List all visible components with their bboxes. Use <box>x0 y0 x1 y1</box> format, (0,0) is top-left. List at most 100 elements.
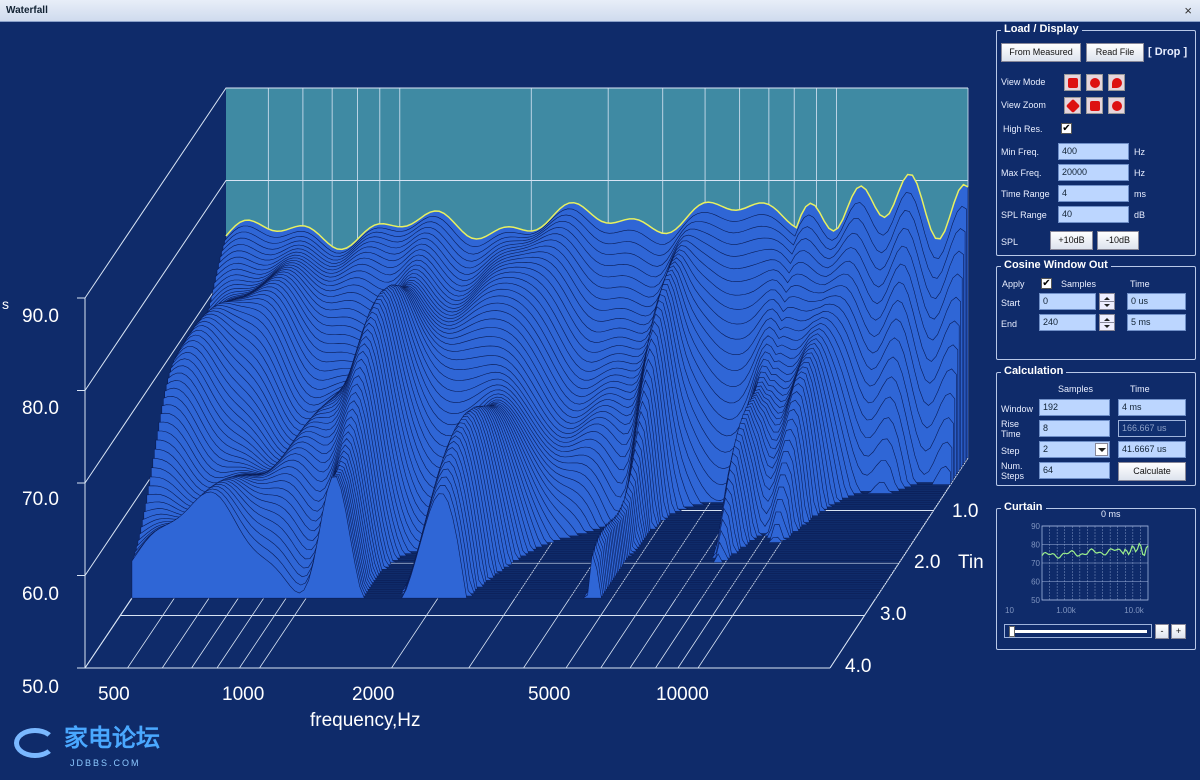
group-title: Curtain <box>1001 501 1046 513</box>
curtain-y-tick: 70 <box>1031 559 1040 568</box>
curtain-plus-button[interactable]: + <box>1171 624 1186 639</box>
curtain-slider[interactable] <box>1004 624 1152 638</box>
t-tick: 4.0 <box>845 656 872 677</box>
unit: dB <box>1134 210 1146 220</box>
window-samples-input[interactable]: 192 <box>1039 399 1110 416</box>
close-button[interactable]: × <box>1184 3 1192 18</box>
grid-line <box>84 87 968 299</box>
curtain-time: 0 ms <box>1101 509 1121 519</box>
cosine-window-group: Cosine Window Out <box>996 259 1196 360</box>
samples-header: Samples <box>1058 384 1094 394</box>
slider-thumb[interactable] <box>1009 626 1015 637</box>
y-tick: 70.0 <box>22 489 59 510</box>
step-value: 2 <box>1043 444 1049 454</box>
view-mode-label: View Mode <box>1001 77 1046 87</box>
spl-label: SPL <box>1001 237 1019 247</box>
zoom-fit-icon[interactable] <box>1064 97 1081 114</box>
curtain-y-tick: 50 <box>1031 596 1040 605</box>
view-zoom-label: View Zoom <box>1001 100 1046 110</box>
x-tick: 1000 <box>222 684 265 705</box>
t-axis-title: Tin <box>958 552 984 573</box>
watermark-text: 家电论坛 <box>64 725 160 752</box>
start-samples-input[interactable]: 0 <box>1039 293 1096 310</box>
spl-range-label: SPL Range <box>1001 210 1047 220</box>
window-time-input[interactable]: 4 ms <box>1118 399 1186 416</box>
end-label: End <box>1001 319 1018 329</box>
start-label: Start <box>1001 298 1021 308</box>
window-label: Window <box>1001 404 1034 414</box>
read-file-button[interactable]: Read File <box>1086 43 1144 62</box>
end-spinner[interactable] <box>1099 314 1115 331</box>
title-bar: Waterfall × <box>0 0 1200 22</box>
apply-label: Apply <box>1002 279 1025 289</box>
window-title: Waterfall <box>6 5 48 16</box>
group-title: Calculation <box>1001 365 1067 377</box>
curtain-x-tick: 10.0k <box>1124 606 1145 615</box>
rise-samples-input[interactable]: 8 <box>1039 420 1110 437</box>
max-freq-input[interactable]: 20000 <box>1058 164 1129 181</box>
y-tick: 60.0 <box>22 584 59 605</box>
chevron-down-icon[interactable] <box>1095 443 1108 456</box>
calculate-button[interactable]: Calculate <box>1118 462 1186 481</box>
time-header: Time <box>1130 279 1150 289</box>
spin-up-icon[interactable] <box>1104 318 1110 321</box>
samples-header: Samples <box>1061 279 1097 289</box>
zoom-in-icon[interactable] <box>1086 97 1103 114</box>
high-res-checkbox[interactable]: ✔ <box>1061 123 1072 134</box>
x-tick: 5000 <box>528 684 571 705</box>
min-freq-label: Min Freq. <box>1001 147 1040 157</box>
curtain-response-line <box>1041 542 1149 559</box>
step-time-input[interactable]: 41.6667 us <box>1118 441 1186 458</box>
spin-up-icon[interactable] <box>1104 297 1110 300</box>
waterfall-top-line <box>225 173 969 251</box>
t-tick: 3.0 <box>880 604 907 625</box>
unit: Hz <box>1134 168 1145 178</box>
num-steps-input[interactable]: 64 <box>1039 462 1110 479</box>
calculation-group: Calculation <box>996 365 1196 486</box>
apply-checkbox[interactable]: ✔ <box>1041 278 1052 289</box>
time-header: Time <box>1130 384 1150 394</box>
start-time-input[interactable]: 0 us <box>1127 293 1186 310</box>
rise-time-output: 166.667 us <box>1118 420 1186 437</box>
drop-target[interactable]: [ Drop ] <box>1148 46 1188 58</box>
curtain-y-tick: 90 <box>1031 522 1040 531</box>
watermark-sub: JDBBS.COM <box>70 758 141 768</box>
end-time-input[interactable]: 5 ms <box>1127 314 1186 331</box>
unit: Hz <box>1134 147 1145 157</box>
unit: ms <box>1134 189 1146 199</box>
start-spinner[interactable] <box>1099 293 1115 310</box>
grid-line <box>829 457 969 669</box>
x-tick: 2000 <box>352 684 395 705</box>
end-samples-input[interactable]: 240 <box>1039 314 1096 331</box>
spin-down-icon[interactable] <box>1104 304 1110 307</box>
curtain-x-tick: 1.00k <box>1056 606 1077 615</box>
minus-10db-button[interactable]: -10dB <box>1097 231 1139 250</box>
curtain-x-tick: 10 <box>1005 606 1014 615</box>
view-mode-heart-icon[interactable] <box>1108 74 1125 91</box>
max-freq-label: Max Freq. <box>1001 168 1042 178</box>
y-tick: 90.0 <box>22 306 59 327</box>
spin-down-icon[interactable] <box>1104 325 1110 328</box>
step-label: Step <box>1001 446 1020 456</box>
spl-range-input[interactable]: 40 <box>1058 206 1129 223</box>
curtain-minus-button[interactable]: - <box>1155 624 1169 639</box>
step-select[interactable]: 2 <box>1039 441 1110 458</box>
y-tick: 50.0 <box>22 677 59 698</box>
min-freq-input[interactable]: 400 <box>1058 143 1129 160</box>
rise-time-label: Rise Time <box>1001 419 1021 439</box>
zoom-out-icon[interactable] <box>1108 97 1125 114</box>
from-measured-button[interactable]: From Measured <box>1001 43 1081 62</box>
high-res-label: High Res. <box>1003 124 1043 134</box>
plus-10db-button[interactable]: +10dB <box>1050 231 1093 250</box>
waterfall-slice <box>131 476 876 599</box>
curtain-y-tick: 60 <box>1031 578 1040 587</box>
time-range-input[interactable]: 4 <box>1058 185 1129 202</box>
curtain-group: Curtain <box>996 501 1196 650</box>
view-mode-3d-icon[interactable] <box>1064 74 1081 91</box>
x-tick: 500 <box>98 684 130 705</box>
view-mode-surface-icon[interactable] <box>1086 74 1103 91</box>
y-tick: 80.0 <box>22 398 59 419</box>
group-title: Cosine Window Out <box>1001 259 1111 271</box>
x-tick: 10000 <box>656 684 709 705</box>
t-tick: 2.0 <box>914 552 941 573</box>
